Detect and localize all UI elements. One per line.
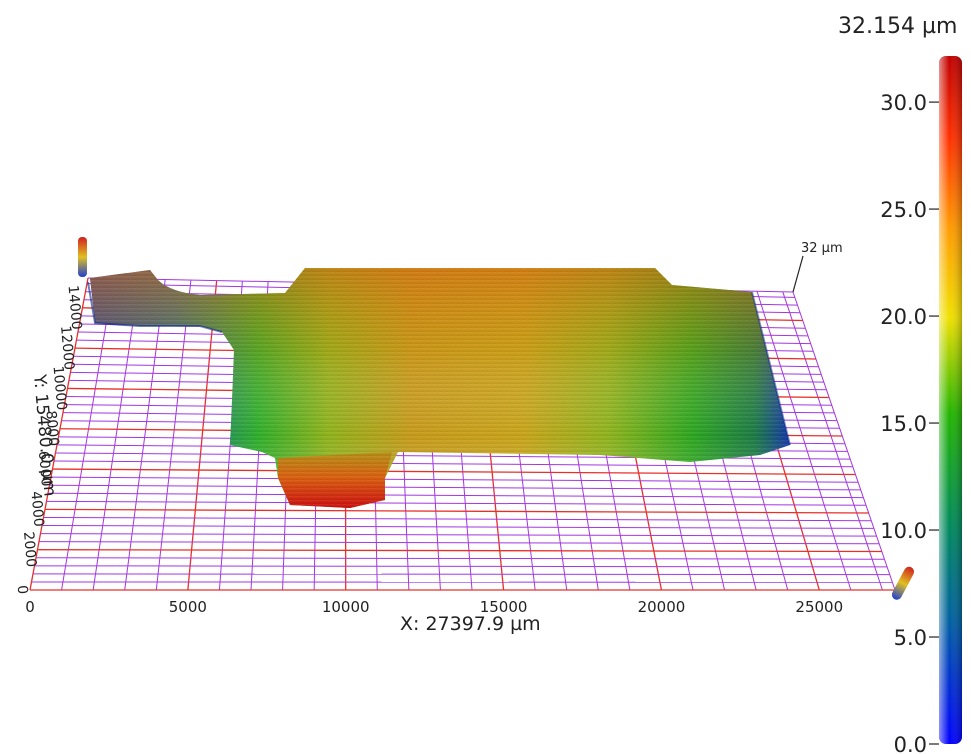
grid-line-y: [53, 460, 853, 468]
grid-line-major-y: [52, 468, 856, 476]
y-tick-label: 12000: [57, 325, 77, 371]
grid-line-major-y: [44, 508, 869, 514]
y-tick-label: 10000: [50, 365, 70, 411]
grid-line-x: [782, 291, 883, 591]
grid-line-x: [124, 279, 166, 591]
y-tick-label: 14000: [65, 285, 85, 331]
grid-line-x: [155, 279, 192, 591]
colorbar-tick-label: 5.0: [894, 626, 927, 650]
grid-line-y: [49, 484, 861, 491]
colorbar-ticks: 0.0 5.0 10.0 15.0 20.0 25.0 30.0: [880, 91, 939, 754]
grid-line-y: [34, 565, 888, 568]
grid-line-y: [41, 525, 874, 529]
z-axis-label: 32 µm: [801, 241, 843, 256]
y-tick-label: 2000: [20, 531, 39, 568]
grid-line-y: [47, 492, 864, 499]
colorbar-tick-label: 10.0: [880, 519, 927, 543]
colorbar-tick-label: 25.0: [880, 198, 927, 222]
grid-line-y: [43, 516, 872, 522]
x-tick-label: 25000: [795, 598, 843, 616]
x-axis-ticks: 0 5000 10000 15000 20000 25000: [25, 598, 843, 616]
y-tick-label: 4000: [27, 491, 46, 528]
grid-line-x: [92, 278, 140, 591]
colorbar-tick-label: 15.0: [880, 412, 927, 436]
x-tick-label: 20000: [638, 598, 686, 616]
surface-mesh: [87, 268, 791, 508]
grid-line-y: [50, 476, 859, 483]
grid-line-major-x: [187, 280, 218, 591]
grid-line-x: [756, 291, 852, 591]
y-tick-label: 0: [14, 585, 31, 595]
x-tick-label: 15000: [480, 598, 528, 616]
x-axis-title: X: 27397.9 µm: [400, 613, 541, 635]
colorbar-tick-label: 30.0: [880, 91, 927, 115]
grid-line-major-x: [29, 277, 89, 591]
y-tick-label: 8000: [42, 410, 61, 447]
z-axis-corner-bar: [78, 237, 87, 277]
grid-line-x: [61, 278, 115, 591]
grid-line-y: [40, 533, 877, 537]
y-tick-label: 6000: [35, 450, 54, 487]
colorbar-tick-label: 20.0: [880, 305, 927, 329]
x-tick-label: 0: [25, 598, 35, 616]
colorbar-tick-label: 0.0: [894, 733, 927, 754]
x-tick-label: 10000: [322, 598, 370, 616]
colorbar: [939, 56, 962, 744]
z-axis-leader: [792, 255, 804, 293]
grid-line-major-y: [37, 549, 882, 553]
grid-edge-x: [792, 291, 896, 591]
grid-line-y: [32, 573, 890, 576]
corner-marker-right: [891, 566, 915, 600]
grid-line-y: [38, 541, 880, 545]
grid-line-y: [46, 500, 867, 506]
colorbar-title: 32.154 µm: [838, 14, 958, 39]
x-tick-label: 5000: [169, 598, 207, 616]
grid-line-y: [35, 557, 885, 560]
